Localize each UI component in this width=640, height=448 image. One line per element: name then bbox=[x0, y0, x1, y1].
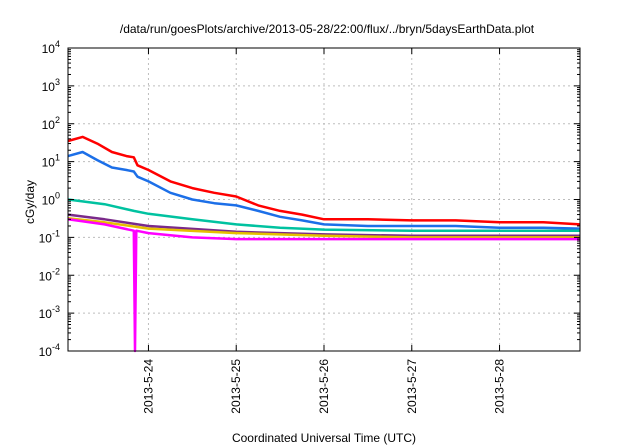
chart-title: /data/run/goesPlots/archive/2013-05-28/2… bbox=[120, 22, 535, 36]
x-axis-label: Coordinated Universal Time (UTC) bbox=[232, 431, 416, 445]
y-tick-label: 104 bbox=[42, 39, 60, 56]
ticks: 10-4 10-3 10-2 10-1 100 101 102 103 104 2013-5-24… bbox=[39, 39, 580, 414]
y-tick-label: 100 bbox=[42, 191, 60, 208]
series-line-6 bbox=[67, 218, 580, 353]
series-line-5 bbox=[67, 216, 580, 239]
x-tick-label: 2013-5-28 bbox=[493, 359, 507, 414]
x-tick-label: 2013-5-24 bbox=[141, 359, 155, 414]
grid bbox=[68, 48, 580, 351]
series-line-4 bbox=[67, 213, 580, 238]
series-line-3 bbox=[67, 198, 580, 232]
series-line-2 bbox=[67, 150, 581, 230]
y-tick-label: 101 bbox=[42, 153, 60, 170]
y-axis-label: cGy/day bbox=[23, 180, 37, 224]
series-line-1 bbox=[67, 135, 581, 226]
series-layer bbox=[67, 135, 581, 353]
y-tick-label: 10-3 bbox=[39, 304, 60, 321]
y-tick-label: 10-1 bbox=[39, 228, 60, 245]
y-tick-label: 10-4 bbox=[39, 342, 60, 359]
y-tick-label: 10-2 bbox=[39, 266, 60, 283]
y-tick-label: 103 bbox=[42, 77, 60, 94]
y-tick-label: 102 bbox=[42, 115, 60, 132]
x-tick-label: 2013-5-27 bbox=[405, 359, 419, 414]
x-tick-label: 2013-5-26 bbox=[317, 359, 331, 414]
x-tick-label: 2013-5-25 bbox=[229, 359, 243, 414]
